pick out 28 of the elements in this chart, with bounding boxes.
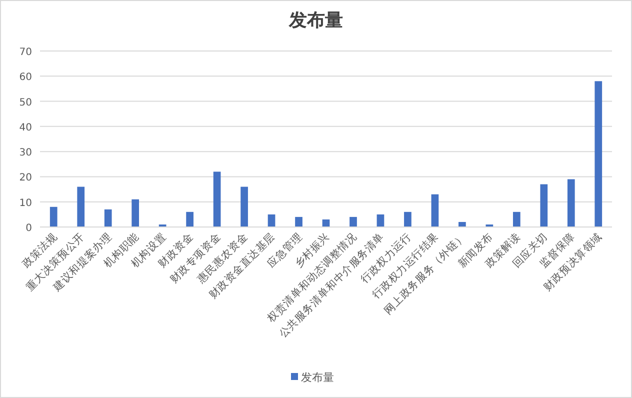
bar: [213, 172, 221, 227]
bar: [376, 214, 384, 227]
bar: [77, 186, 85, 227]
bar: [350, 216, 357, 227]
bar: [50, 206, 58, 227]
y-tick-label: 40: [19, 122, 32, 134]
bar: [458, 222, 466, 227]
bar: [186, 212, 194, 227]
y-tick-label: 20: [19, 172, 32, 184]
bar: [567, 179, 575, 227]
y-tick-label: 10: [19, 198, 32, 209]
y-tick-label: 50: [19, 97, 32, 108]
bar: [132, 199, 140, 227]
bar: [104, 209, 112, 227]
y-tick-label: 60: [19, 72, 32, 84]
bar: [431, 194, 439, 227]
bar: [295, 216, 302, 227]
y-tick-label: 30: [19, 148, 32, 159]
bar: [404, 212, 412, 227]
legend-label: 发布量: [301, 371, 334, 384]
y-tick-label: 70: [19, 47, 32, 58]
bar: [540, 184, 548, 227]
bar: [594, 81, 602, 227]
bar: [268, 214, 276, 227]
bar: [240, 186, 248, 227]
y-tick-label: 0: [26, 223, 32, 234]
bar: [512, 212, 520, 227]
chart-title: 发布量: [288, 10, 343, 31]
